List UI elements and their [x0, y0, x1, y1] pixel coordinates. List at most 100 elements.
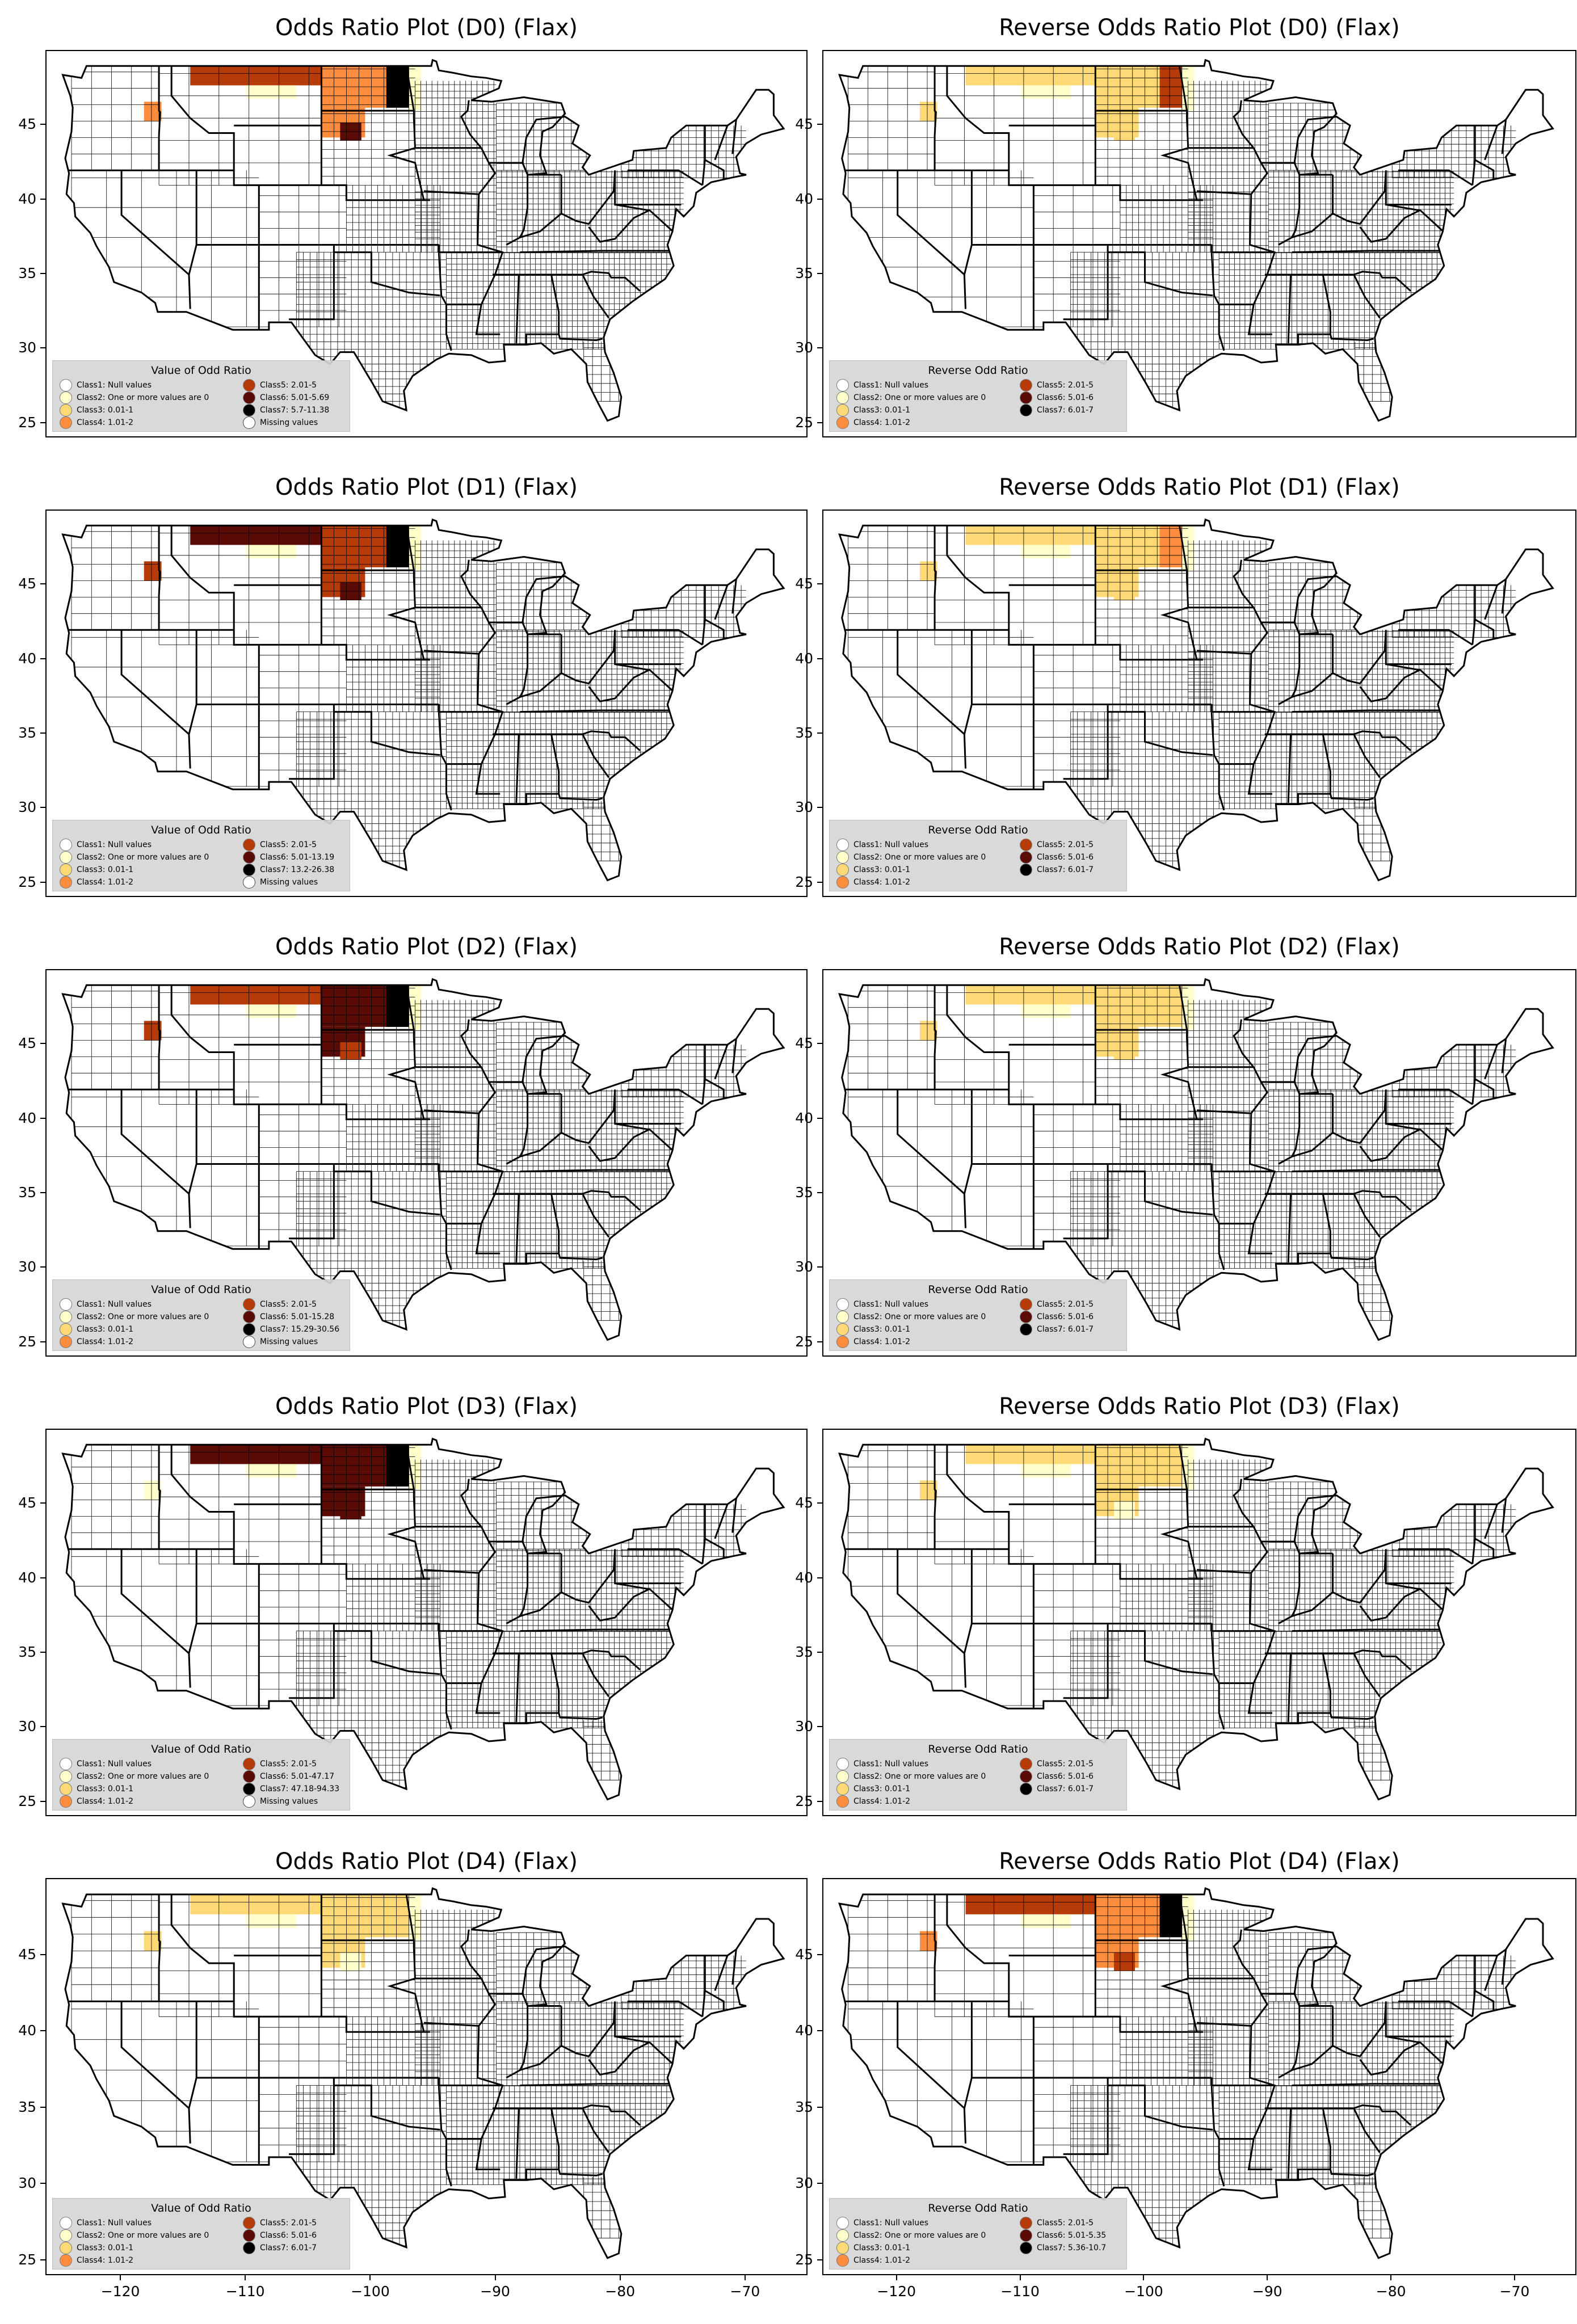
- ytick-mark: [40, 1502, 45, 1504]
- legend-label: Class6: 5.01-5.69: [260, 393, 330, 402]
- legend-item-class7: Class7: 6.01-7: [1020, 864, 1094, 876]
- map-svg: [61, 518, 785, 882]
- shaded-region-red-river: [1159, 982, 1182, 1027]
- legend-swatch-icon: [1020, 2242, 1032, 2254]
- legend-item-class1: Class1: Null values: [836, 379, 928, 391]
- ytick-label: 45: [795, 116, 813, 133]
- ytick-label: 30: [795, 2175, 813, 2192]
- xtick-label: −100: [351, 2283, 390, 2300]
- shaded-region-montana-fringe: [1021, 1464, 1071, 1478]
- conus-outline: [61, 1437, 785, 1801]
- ytick-label: 35: [795, 1184, 813, 1201]
- legend-swatch-icon: [836, 1783, 849, 1795]
- shaded-region-red-river: [1159, 63, 1182, 108]
- legend-label: Missing values: [260, 418, 318, 427]
- legend-label: Class6: 5.01-47.17: [260, 1772, 335, 1781]
- conus-outline: [838, 58, 1554, 422]
- ytick-label: 35: [795, 265, 813, 282]
- ytick-label: 30: [795, 339, 813, 356]
- legend-label: Class6: 5.01-6: [1037, 853, 1094, 862]
- legend-label: Class6: 5.01-6: [1037, 1772, 1094, 1781]
- legend-label: Class4: 1.01-2: [853, 878, 911, 887]
- legend-item-class7: Class7: 47.18-94.33: [243, 1783, 339, 1795]
- legend-label: Class2: One or more values are 0: [853, 393, 986, 402]
- legend-label: Class5: 2.01-5: [1037, 2218, 1094, 2228]
- ytick-label: 30: [795, 1258, 813, 1275]
- ytick-mark: [817, 1652, 822, 1653]
- legend-swatch-icon: [60, 1783, 72, 1795]
- ytick-label: 25: [795, 2251, 813, 2268]
- ytick-mark: [817, 1192, 822, 1194]
- ytick-label: 25: [18, 1792, 36, 1809]
- shaded-region-red-river: [386, 1442, 409, 1487]
- legend-item-class4: Class4: 1.01-2: [836, 416, 910, 429]
- legend-item-class7: Class7: 6.01-7: [243, 2242, 317, 2254]
- state-boundaries: [846, 66, 1507, 351]
- ytick-mark: [40, 658, 45, 659]
- xtick-mark: [245, 2275, 246, 2280]
- legend-swatch-icon: [1020, 404, 1032, 416]
- shaded-region-montana-fringe: [246, 1914, 297, 1929]
- legend-item-class6: Class6: 5.01-47.17: [243, 1770, 334, 1783]
- xtick-mark: [1143, 2275, 1145, 2280]
- legend-label: Class5: 2.01-5: [1037, 840, 1094, 849]
- ytick-mark: [40, 1726, 45, 1728]
- legend-item-class3: Class3: 0.01-1: [836, 1323, 910, 1336]
- legend-swatch-icon: [836, 1298, 849, 1311]
- ytick-mark: [817, 658, 822, 659]
- ytick-mark: [817, 1117, 822, 1119]
- legend-label: Class3: 0.01-1: [853, 1784, 911, 1793]
- xtick-label: −80: [1376, 2283, 1406, 2300]
- ytick-label: 40: [18, 2022, 36, 2039]
- legend-item-missing: Missing values: [243, 416, 318, 429]
- ytick-mark: [40, 1043, 45, 1045]
- map-legend: Reverse Odd Ratio Class1: Null values Clas…: [829, 360, 1127, 432]
- legend-swatch-icon: [836, 1323, 849, 1336]
- legend-swatch-icon: [836, 1758, 849, 1770]
- legend-swatch-icon: [243, 876, 255, 889]
- legend-label: Class1: Null values: [853, 840, 929, 849]
- state-boundaries: [69, 1894, 737, 2187]
- legend-item-class1: Class1: Null values: [60, 1758, 152, 1770]
- legend-item-class5: Class5: 2.01-5: [1020, 1298, 1094, 1311]
- legend-item-class5: Class5: 2.01-5: [1020, 1758, 1094, 1770]
- xtick-mark: [369, 2275, 371, 2280]
- legend-item-class1: Class1: Null values: [836, 2217, 928, 2229]
- legend-swatch-icon: [836, 2217, 849, 2229]
- ytick-label: 40: [18, 1569, 36, 1586]
- state-boundaries: [846, 525, 1507, 811]
- ytick-label: 40: [795, 1569, 813, 1586]
- xtick-label: −100: [1124, 2283, 1163, 2300]
- ytick-mark: [817, 198, 822, 200]
- xtick-mark: [1019, 2275, 1021, 2280]
- xtick-label: −70: [730, 2283, 760, 2300]
- shaded-region-red-river: [386, 63, 409, 108]
- shaded-region-montana-fringe: [246, 1004, 297, 1018]
- map-svg: [838, 518, 1554, 882]
- legend-label: Class5: 2.01-5: [260, 1759, 317, 1769]
- legend-item-class2: Class2: One or more values are 0: [836, 1311, 986, 1323]
- ytick-mark: [817, 1800, 822, 1802]
- ytick-mark: [817, 1726, 822, 1728]
- legend-label: Class3: 0.01-1: [853, 2243, 911, 2253]
- legend-item-class4: Class4: 1.01-2: [60, 1795, 133, 1808]
- ytick-label: 45: [18, 1035, 36, 1052]
- ytick-mark: [40, 2259, 45, 2261]
- ytick-mark: [40, 1652, 45, 1653]
- legend-label: Class1: Null values: [853, 381, 929, 390]
- legend-label: Class2: One or more values are 0: [77, 2231, 209, 2240]
- legend-label: Class3: 0.01-1: [77, 406, 134, 415]
- legend-title: Value of Odd Ratio: [151, 364, 251, 377]
- ytick-mark: [817, 273, 822, 275]
- legend-swatch-icon: [836, 1795, 849, 1808]
- legend-swatch-icon: [60, 839, 72, 851]
- legend-swatch-icon: [836, 839, 849, 851]
- legend-swatch-icon: [243, 1336, 255, 1348]
- conus-fill: [62, 60, 784, 421]
- legend-label: Class3: 0.01-1: [77, 1325, 134, 1334]
- legend-label: Class4: 1.01-2: [77, 2256, 134, 2265]
- legend-swatch-icon: [243, 2242, 255, 2254]
- ytick-label: 40: [795, 190, 813, 207]
- conus-outline: [838, 1887, 1554, 2259]
- legend-label: Class7: 15.29-30.56: [260, 1325, 340, 1334]
